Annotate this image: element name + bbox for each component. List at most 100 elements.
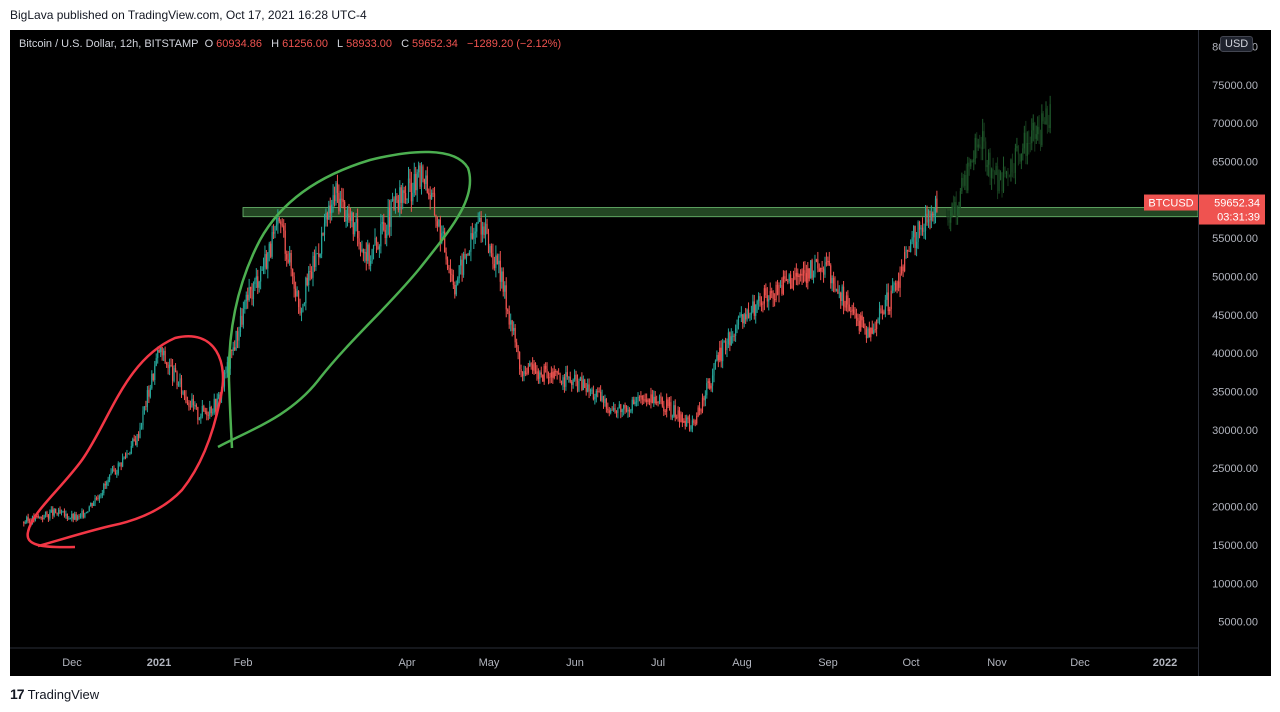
candle (407, 178, 410, 199)
candle (623, 405, 625, 410)
candle (446, 259, 449, 269)
candle (517, 346, 519, 353)
candle (910, 241, 912, 252)
candle (432, 192, 434, 194)
projection-candle (962, 177, 964, 186)
projection-candle (1031, 130, 1033, 144)
candle (71, 513, 73, 519)
candle (850, 311, 852, 312)
candle (717, 355, 719, 361)
candle (402, 190, 404, 203)
candle (671, 416, 673, 418)
candle (40, 516, 42, 519)
candle (439, 219, 441, 243)
candle (438, 219, 440, 227)
candle (530, 363, 532, 365)
candle (87, 511, 89, 513)
candle (618, 404, 620, 408)
candle (635, 401, 638, 403)
candle (442, 231, 444, 234)
candle (423, 179, 426, 184)
candle (315, 253, 317, 267)
candle (207, 414, 209, 416)
candle (198, 418, 200, 420)
candle (297, 291, 300, 308)
candle (933, 214, 935, 216)
candle (415, 174, 417, 191)
candle (241, 315, 243, 325)
candle (546, 368, 548, 378)
candle (598, 391, 600, 393)
candle (681, 414, 683, 423)
candle (292, 268, 294, 277)
candle (860, 315, 862, 331)
candle (911, 237, 913, 242)
candle (143, 406, 146, 411)
candle (36, 515, 38, 517)
projection-candle (976, 137, 978, 148)
price-tick-label: 70000.00 (1212, 118, 1258, 130)
candle (800, 273, 802, 276)
projection-candle (1026, 142, 1028, 156)
candle (585, 387, 587, 392)
candle (881, 311, 884, 313)
projection-candle (1023, 132, 1025, 149)
projection-candle (1016, 146, 1018, 149)
candle (592, 389, 595, 400)
candle (62, 510, 64, 512)
candle (177, 384, 180, 386)
candle (556, 371, 558, 374)
chart-area[interactable] (10, 30, 1198, 676)
candle (231, 349, 233, 351)
candle (804, 270, 806, 274)
candle (624, 405, 626, 408)
candle (719, 347, 721, 361)
candle (926, 213, 928, 223)
candle (841, 286, 843, 301)
close-label: C (401, 38, 410, 50)
candle (876, 319, 878, 330)
candle (529, 363, 531, 367)
candle (670, 402, 672, 417)
candle (830, 265, 832, 284)
candle (236, 330, 239, 341)
currency-button[interactable]: USD (1220, 36, 1254, 52)
candle (711, 375, 714, 386)
candle (602, 396, 605, 403)
candle (84, 513, 86, 518)
candle (510, 320, 512, 325)
candle (345, 220, 347, 222)
candle (797, 272, 799, 277)
projection-candle (964, 174, 966, 186)
candle (691, 420, 693, 429)
footer[interactable]: 17 TradingView (10, 686, 99, 702)
candle (750, 312, 752, 315)
candle (612, 407, 615, 411)
candle (65, 513, 67, 516)
price-tick-label: 40000.00 (1212, 348, 1258, 360)
candle (521, 371, 524, 377)
candle (413, 174, 415, 193)
candle (532, 364, 534, 371)
candle (313, 255, 316, 267)
candle (894, 283, 897, 291)
price-axis[interactable] (1198, 30, 1271, 676)
candle (724, 341, 727, 351)
candle (936, 198, 938, 212)
projection-candle (1019, 154, 1021, 162)
candle (420, 166, 423, 187)
projection-candle (968, 162, 970, 167)
candle (874, 329, 876, 331)
candle (739, 316, 741, 317)
candle (572, 379, 574, 385)
candle (355, 219, 357, 223)
open-label: O (204, 38, 214, 50)
candle (805, 273, 807, 284)
candle (861, 315, 863, 321)
candle (815, 259, 818, 262)
candle (154, 365, 156, 380)
candle (302, 304, 304, 312)
candle (868, 328, 870, 338)
candle (55, 508, 57, 513)
